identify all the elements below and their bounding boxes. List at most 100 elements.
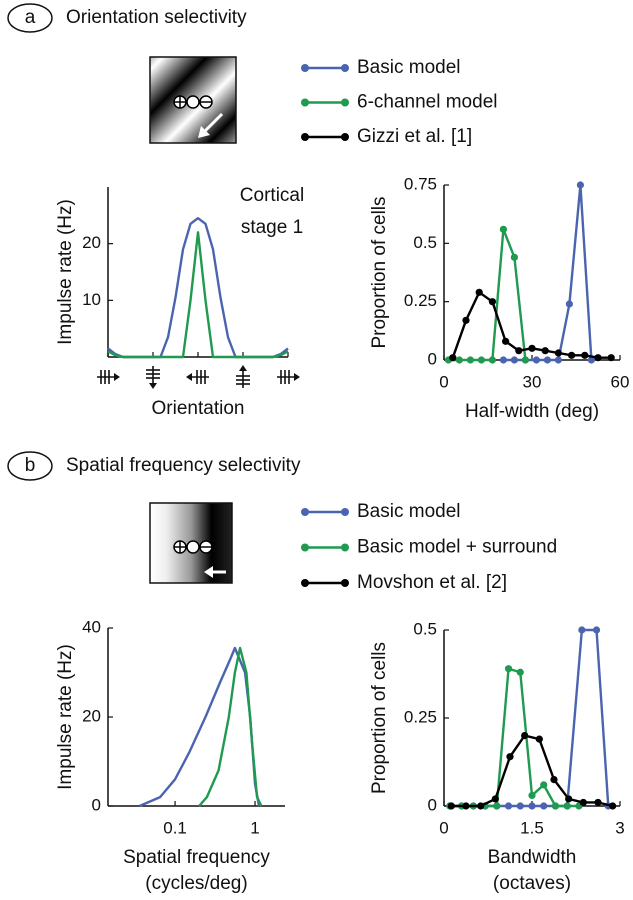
orientation-icon	[146, 366, 160, 389]
y-tick-label: 20	[82, 706, 101, 725]
chart: 10 20 Impulse rate (Hz) Orientation Cortical…	[55, 185, 304, 419]
legend-marker	[301, 508, 309, 516]
legend-entry: Basic model + surround	[301, 537, 557, 558]
legend-marker	[301, 98, 309, 107]
legend-entry: 6-channel model	[301, 92, 497, 113]
panel-badge	[7, 3, 53, 33]
legend-label: Movshon et al. [2]	[357, 572, 507, 593]
marker	[554, 356, 563, 364]
marker	[516, 802, 524, 810]
marker	[499, 356, 507, 364]
marker	[455, 356, 463, 364]
marker	[565, 300, 574, 308]
marker	[535, 735, 543, 743]
x-tick-label: 1.5	[520, 818, 544, 837]
marker	[578, 626, 586, 634]
marker	[540, 781, 548, 789]
orientation-icon	[277, 370, 300, 384]
marker	[587, 356, 596, 364]
marker	[528, 802, 536, 810]
marker	[528, 791, 536, 800]
legend-marker	[341, 98, 349, 107]
y-tick-label: 0.75	[404, 174, 437, 193]
marker	[502, 337, 510, 345]
icon-arrowhead	[294, 373, 300, 381]
marker	[576, 181, 585, 189]
legend-label: Gizzi et al. [1]	[357, 126, 472, 147]
y-axis-label: Proportion of cells	[369, 196, 390, 348]
x-tick-label: 30	[523, 372, 542, 391]
x-axis-label: (octaves)	[493, 873, 571, 894]
marker	[506, 753, 514, 761]
legend-entry: Movshon et al. [2]	[301, 572, 507, 593]
marker	[504, 665, 513, 673]
marker	[521, 356, 530, 364]
legend-marker	[341, 64, 349, 72]
marker	[477, 802, 485, 810]
series-line	[139, 646, 261, 808]
legend-label: 6-channel model	[357, 92, 497, 113]
legend-marker	[341, 543, 349, 552]
legend-entry: Gizzi et al. [1]	[301, 126, 472, 147]
y-tick-label: 0	[92, 795, 101, 814]
x-tick-label: 0.1	[163, 818, 187, 837]
panel-b-header: b Spatial frequency selectivity	[7, 451, 301, 481]
marker	[554, 349, 563, 357]
marker	[504, 802, 513, 810]
panel-label: b	[25, 455, 36, 476]
marker	[499, 225, 507, 233]
y-tick-label: 0	[428, 349, 437, 368]
marker	[607, 354, 615, 362]
legend-label: Basic model	[357, 57, 461, 78]
y-tick-label: 40	[82, 617, 101, 636]
marker	[579, 798, 587, 807]
orientation-icon	[97, 370, 120, 384]
series-line	[449, 628, 610, 808]
panel-badge	[7, 451, 53, 481]
marker	[565, 795, 573, 803]
annotation: stage 1	[241, 217, 303, 238]
icon-arrowhead	[239, 365, 247, 371]
marker	[477, 356, 485, 364]
series-line	[107, 231, 289, 359]
marker	[551, 802, 560, 810]
stimulus-grating	[149, 56, 237, 144]
marker	[528, 344, 536, 352]
x-axis-label: Bandwidth	[488, 847, 577, 868]
marker	[592, 626, 601, 634]
marker	[543, 356, 552, 364]
marker	[462, 802, 470, 810]
x-tick-label: 3	[615, 818, 624, 837]
marker	[462, 316, 470, 324]
marker	[594, 354, 602, 362]
y-axis-label: Proportion of cells	[369, 642, 390, 794]
annotation: Cortical	[240, 185, 304, 206]
y-tick-label: 10	[82, 290, 101, 309]
legend-marker	[301, 133, 309, 141]
legend-label: Basic model + surround	[357, 537, 557, 558]
marker	[540, 802, 548, 810]
marker	[510, 356, 518, 364]
marker	[568, 351, 576, 359]
legend-label: Basic model	[357, 501, 461, 522]
y-tick-label: 0	[428, 795, 437, 814]
panel-label: a	[25, 7, 36, 28]
series-line	[198, 646, 263, 807]
x-tick-label: 60	[611, 372, 630, 391]
y-tick-label: 0.25	[404, 707, 437, 726]
stimulus-edge	[149, 502, 233, 584]
marker	[550, 776, 558, 784]
icon-arrowhead	[114, 373, 120, 381]
icon-arrowhead	[149, 383, 157, 389]
icon-arrowhead	[186, 373, 192, 381]
y-tick-label: 20	[82, 233, 101, 252]
x-axis-label: Orientation	[152, 398, 245, 419]
marker	[581, 351, 589, 359]
marker	[449, 354, 457, 362]
x-tick-label: 0	[439, 372, 448, 391]
marker	[493, 802, 501, 810]
y-tick-label: 0.5	[413, 619, 437, 638]
marker	[447, 802, 455, 810]
marker	[466, 356, 474, 364]
